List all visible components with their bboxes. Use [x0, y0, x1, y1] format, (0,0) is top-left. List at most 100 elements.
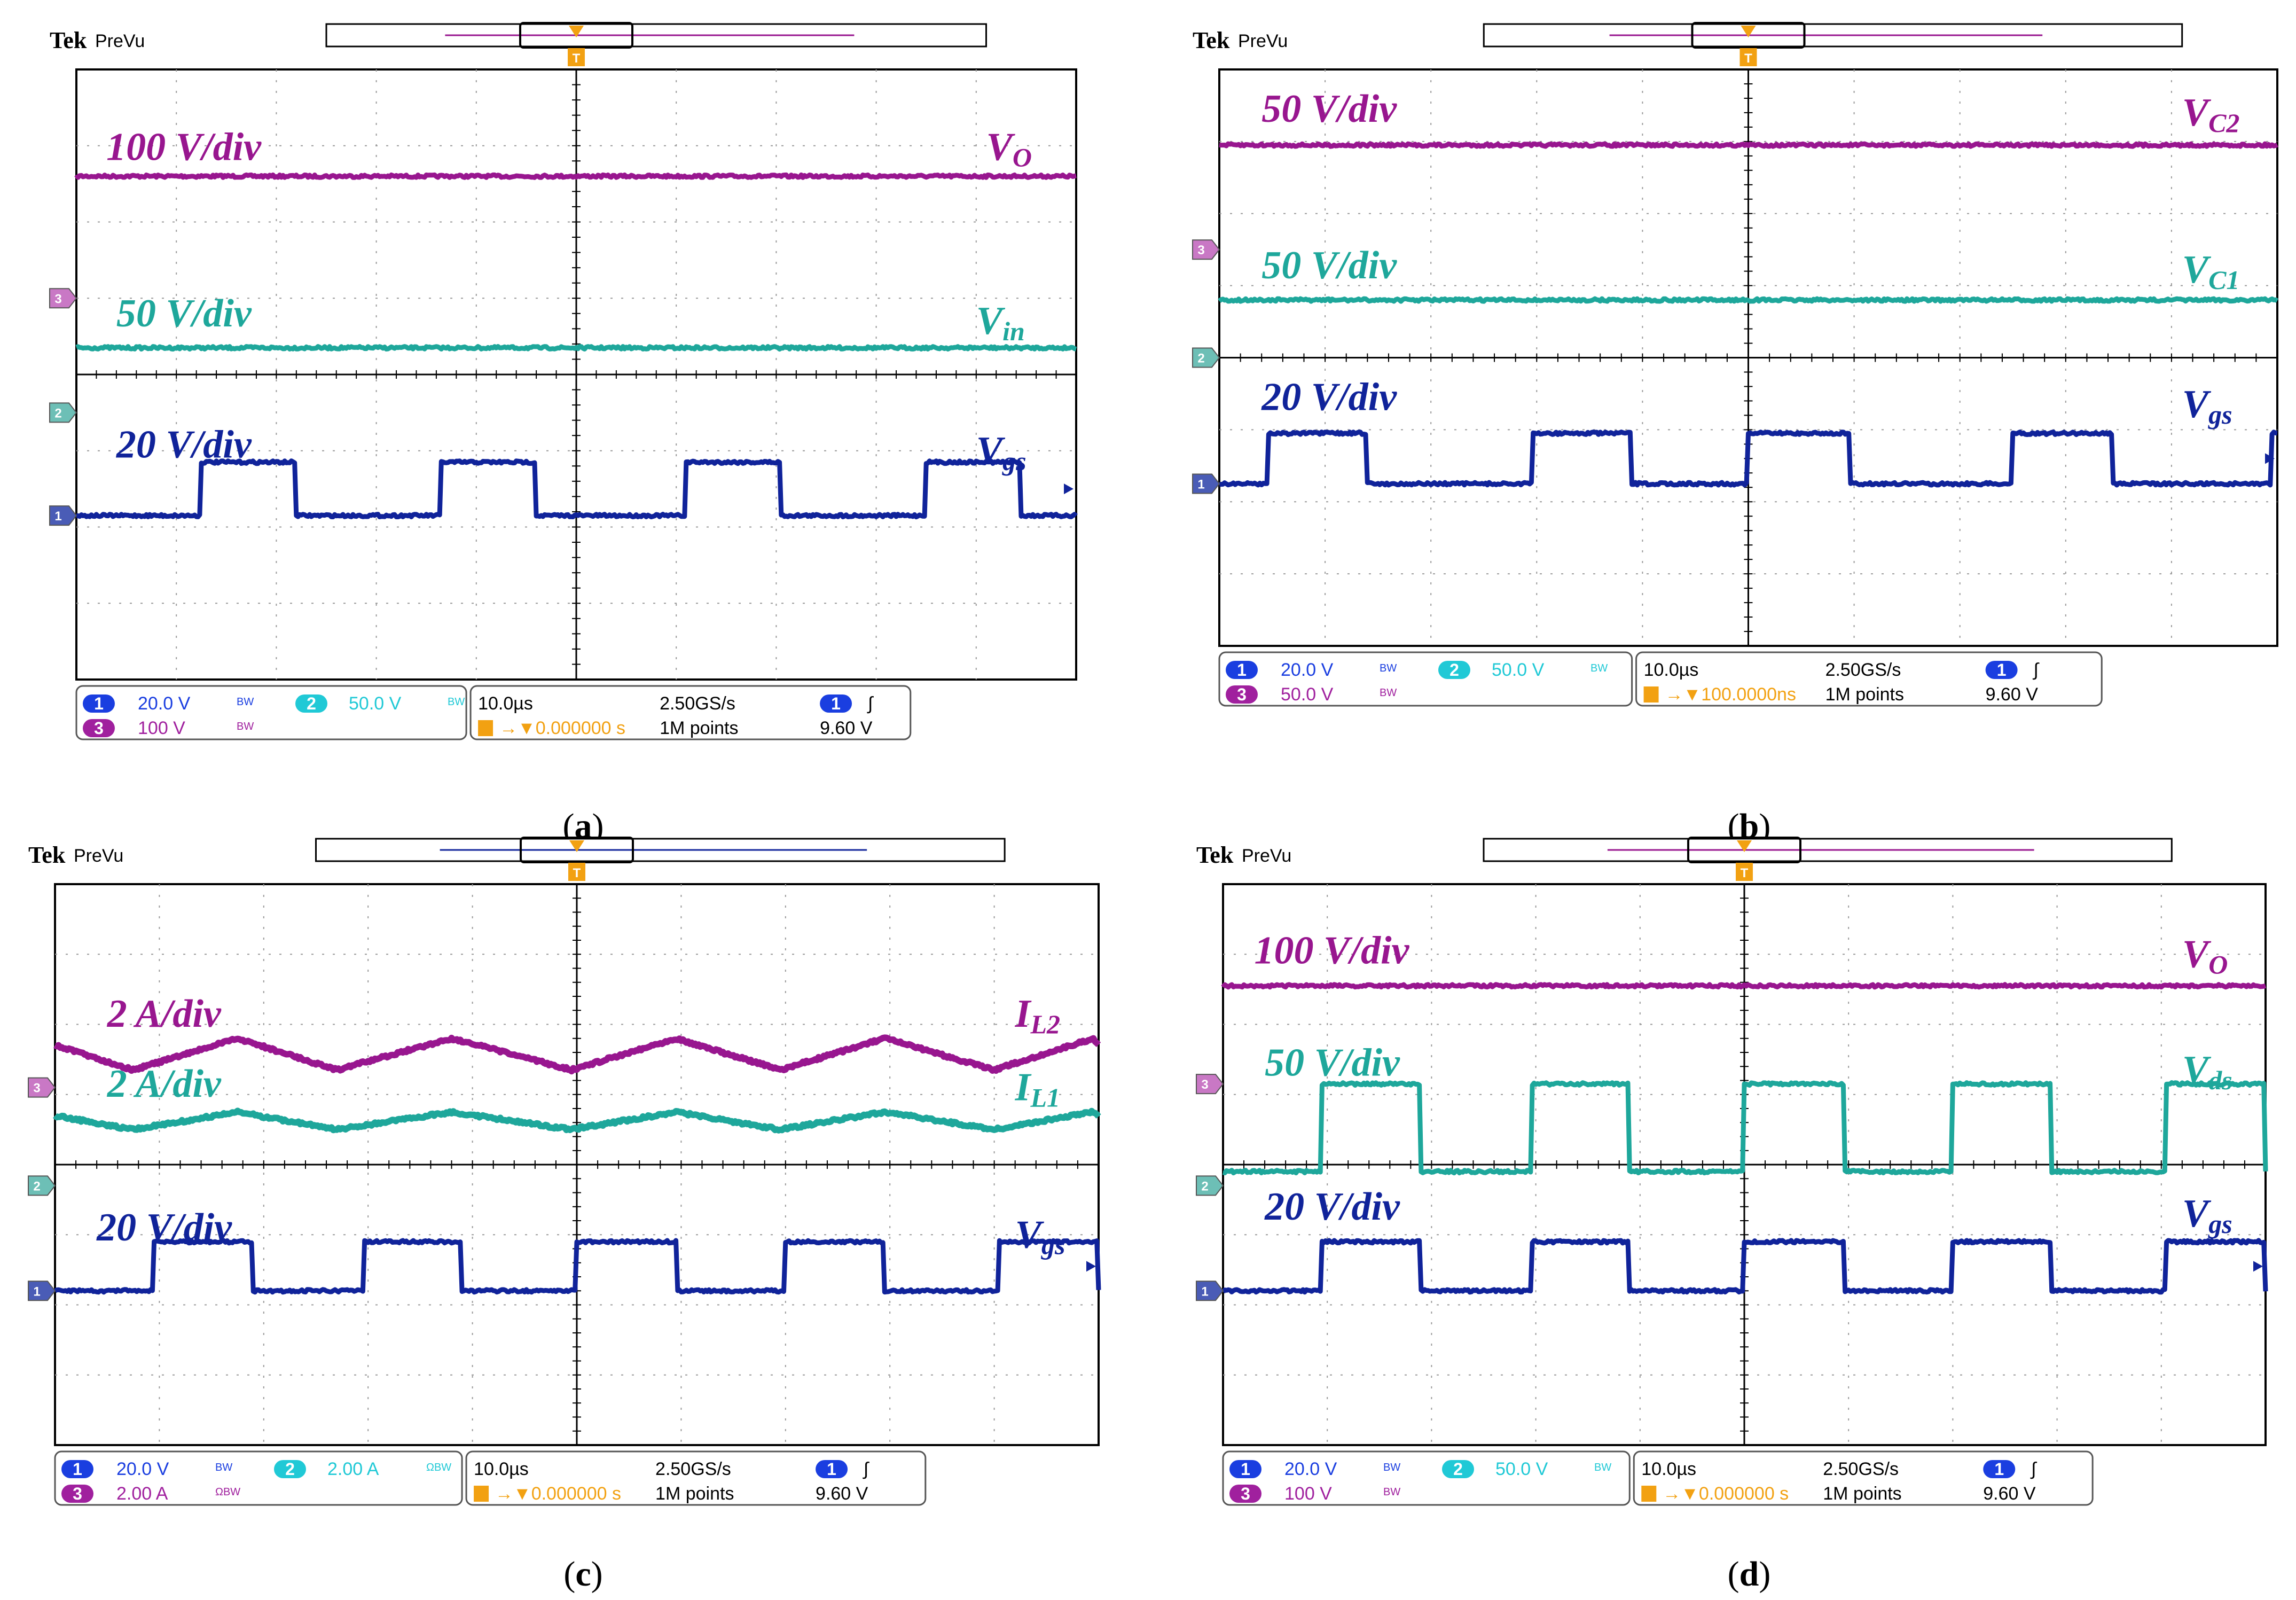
scope-panel-b: Tek PreVu T 50 V/div VC2 50 V/div VC1 20 V/div V… [1192, 22, 2279, 846]
record-length: 1M points [1823, 1484, 1901, 1504]
trace-IL1 [53, 1107, 1101, 1134]
trigger-level-icon [2253, 1261, 2263, 1272]
trace-label-VC1: VC1 [2182, 248, 2240, 295]
trace-label-VO: VO [986, 126, 1032, 173]
trigger-marker-icon [568, 48, 585, 66]
sample-rate: 2.50GS/s [655, 1459, 731, 1479]
ch2-scale: 50.0 V [1495, 1459, 1548, 1479]
status-time-box [469, 685, 912, 740]
trigger-source-badge [1985, 661, 2018, 679]
ground-marker-ch2 [49, 402, 77, 423]
ch1-scale: 20.0 V [1281, 660, 1334, 680]
timebase: 10.0µs [478, 693, 533, 714]
prevu-label: PreVu [1242, 846, 1291, 866]
ch1-bw: BW [1380, 662, 1397, 674]
ch2-badge-label: 2 [1453, 1459, 1463, 1479]
trace-Vgs [53, 1238, 1101, 1295]
trace-VO [1221, 982, 2267, 990]
timebase: 10.0µs [1641, 1459, 1696, 1479]
ground-marker-label: 1 [1201, 1284, 1208, 1299]
trigger-arrow-icon [569, 26, 584, 37]
ch2-bw: BW [1594, 1462, 1611, 1473]
status-time-box [1633, 1450, 2094, 1506]
scale-label-VC2: 50 V/div [1261, 87, 1397, 131]
scale-label-Vin: 50 V/div [116, 292, 252, 335]
ch1-bw: BW [215, 1462, 232, 1473]
scale-label-IL2: 2 A/div [107, 992, 222, 1036]
trigger-marker-label: T [1741, 866, 1749, 880]
trigger-source-badge-label: 1 [1994, 1459, 2004, 1479]
trace-label-IL1: IL1 [1015, 1066, 1060, 1113]
scale-label-VO: 100 V/div [1255, 929, 1410, 973]
ground-marker-label: 2 [1201, 1179, 1208, 1193]
trigger-pos-icon [474, 1486, 489, 1502]
prevu-label: PreVu [74, 846, 123, 866]
scale-label-IL1: 2 A/div [107, 1062, 222, 1106]
trigger-marker-label: T [1744, 51, 1752, 66]
scale-label-VO: 100 V/div [106, 126, 262, 169]
ch3-badge [1229, 1485, 1261, 1503]
ch3-bw: BW [1383, 1486, 1400, 1498]
record-window [1687, 837, 1801, 863]
ch1-badge [1229, 1460, 1261, 1478]
ch3-scale: 2.00 A [116, 1484, 168, 1504]
ch2-badge [274, 1460, 306, 1478]
scale-label-VC1: 50 V/div [1261, 244, 1397, 287]
ch3-badge-label: 3 [1241, 1484, 1250, 1503]
ground-marker-ch2 [1196, 1175, 1224, 1196]
status-channels-box [75, 685, 467, 740]
ch1-badge [83, 694, 115, 713]
tek-brand: Tek [1196, 842, 1234, 868]
panel-caption: (c) [563, 1555, 602, 1594]
trigger-source-badge-label: 1 [827, 1459, 836, 1479]
tek-brand: Tek [1193, 27, 1230, 53]
ground-marker-ch1 [49, 505, 77, 526]
ch3-badge-label: 3 [94, 719, 104, 738]
sample-rate: 2.50GS/s [660, 693, 735, 714]
trigger-marker-label: T [573, 866, 581, 880]
ch2-badge [1438, 661, 1470, 679]
ch1-bw: BW [1383, 1462, 1400, 1473]
trigger-source-badge [1983, 1460, 2016, 1478]
prevu-label: PreVu [95, 31, 145, 51]
ground-marker-label: 2 [1197, 352, 1204, 366]
trigger-marker-icon [568, 863, 585, 881]
trace-Vgs [75, 458, 1078, 520]
tek-brand: Tek [50, 27, 87, 53]
trace-Vds [1222, 1080, 2268, 1176]
ch3-badge [61, 1485, 93, 1503]
ground-marker-ch2 [1192, 347, 1220, 368]
trace-IL2 [53, 1034, 1101, 1075]
ch3-bw: BW [237, 721, 254, 732]
trigger-source-badge-label: 1 [831, 694, 841, 713]
ch2-scale: 50.0 V [1492, 660, 1545, 680]
trigger-slope-icon: ∫ [867, 693, 874, 714]
trigger-position: →▼0.000000 s [495, 1484, 621, 1504]
ch2-scale: 50.0 V [349, 693, 402, 714]
trigger-arrow-icon [1737, 840, 1752, 852]
trigger-slope-icon: ∫ [863, 1459, 869, 1479]
ch3-scale: 100 V [1284, 1484, 1332, 1504]
ground-marker-ch3 [1192, 239, 1220, 260]
ch1-badge-label: 1 [94, 694, 104, 713]
trace-VC2 [1218, 141, 2278, 149]
trigger-position: →▼0.000000 s [1663, 1484, 1789, 1504]
trigger-level: 9.60 V [1986, 684, 2039, 705]
record-length: 1M points [660, 718, 738, 738]
trace-label-Vgs: Vgs [2182, 383, 2232, 430]
trace-label-Vgs: Vgs [1015, 1213, 1065, 1260]
ch2-bw: BW [448, 696, 465, 708]
timebase: 10.0µs [1644, 660, 1699, 680]
ch3-badge [1226, 685, 1258, 704]
graticule-grid [54, 884, 1099, 1446]
record-window [519, 22, 633, 49]
status-time-box [465, 1450, 927, 1506]
ch1-badge-label: 1 [1237, 660, 1247, 680]
record-length: 1M points [655, 1484, 734, 1504]
ground-marker-label: 3 [1197, 243, 1204, 257]
trigger-slope-icon: ∫ [2033, 660, 2040, 680]
ground-marker-label: 3 [54, 292, 61, 306]
trigger-level-icon [2265, 453, 2275, 464]
ch2-badge [1442, 1460, 1474, 1478]
